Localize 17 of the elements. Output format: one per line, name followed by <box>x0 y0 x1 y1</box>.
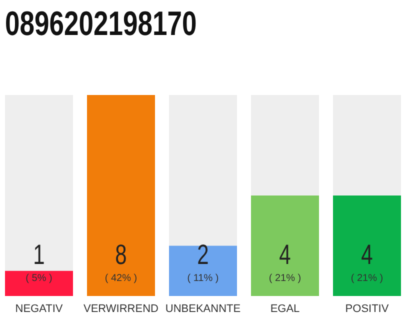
x-tick-label: VERWIRREND <box>84 303 159 315</box>
data-label: 8 <box>115 240 127 271</box>
data-label: 4 <box>361 240 374 271</box>
x-tick-label: POSITIV <box>345 303 390 315</box>
x-tick-label: EGAL <box>270 303 300 315</box>
data-label: 2 <box>197 240 209 271</box>
annotation: ( 21% ) <box>268 273 302 284</box>
data-label: 1 <box>33 240 45 271</box>
x-tick-label: UNBEKANNTE <box>165 303 241 315</box>
annotation: ( 5% ) <box>26 273 52 284</box>
chart-title: 0896202198170 <box>5 4 197 43</box>
annotation: ( 42% ) <box>104 273 138 284</box>
bar <box>5 270 73 296</box>
annotation: ( 11% ) <box>187 273 219 284</box>
data-label: 4 <box>279 240 292 271</box>
x-tick-label: NEGATIV <box>15 303 64 315</box>
annotation: ( 21% ) <box>350 273 384 284</box>
